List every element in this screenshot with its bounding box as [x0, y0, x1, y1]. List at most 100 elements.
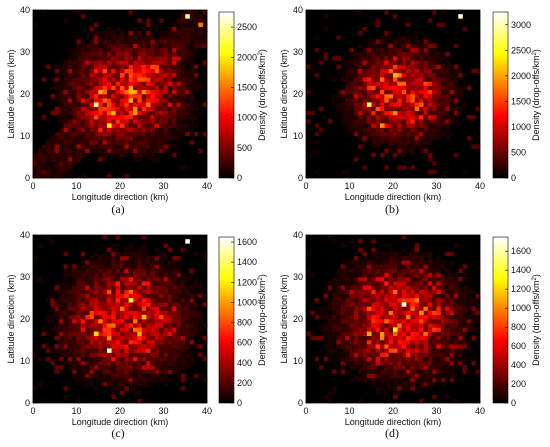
heat-cell: [180, 127, 186, 133]
heat-cell: [133, 306, 138, 311]
heat-cell: [423, 272, 429, 278]
heat-cell: [462, 335, 468, 341]
heat-cell: [401, 52, 407, 57]
heat-cell: [353, 344, 359, 349]
heat-cell: [393, 361, 398, 366]
heat-cell: [180, 39, 186, 44]
heat-cell: [102, 373, 108, 379]
heat-cell: [80, 98, 86, 103]
heat-cell: [436, 314, 442, 320]
heat-cell: [193, 14, 199, 19]
heat-cell: [453, 272, 459, 278]
heat-cell: [345, 60, 350, 65]
heat-cell: [185, 123, 190, 128]
heat-cell: [115, 144, 121, 149]
heat-cell: [410, 140, 415, 145]
heat-cell: [76, 352, 82, 358]
heat-cell: [340, 89, 346, 95]
heat-cell: [397, 47, 402, 53]
heat-cell: [133, 68, 138, 74]
heat-cell: [93, 60, 99, 65]
heat-cell: [366, 314, 372, 320]
heat-cell: [189, 52, 195, 57]
heat-cell: [150, 356, 156, 362]
heat-cell: [366, 323, 372, 328]
heat-cell: [89, 306, 95, 311]
heat-cell: [375, 314, 381, 320]
heat-cell: [462, 289, 468, 295]
heat-cell: [89, 352, 95, 358]
heat-cell: [340, 264, 346, 269]
heat-cell: [85, 115, 90, 120]
heat-cell: [72, 123, 77, 128]
heat-cell: [427, 264, 433, 269]
heat-cell: [375, 323, 381, 328]
heat-cell: [159, 302, 164, 307]
heat-cell: [358, 64, 363, 70]
heat-cell: [106, 377, 112, 383]
heat-cell: [176, 348, 182, 353]
heat-cell: [46, 298, 51, 303]
heat-cell: [384, 148, 389, 154]
heat-cell: [185, 94, 190, 99]
heat-cell: [453, 356, 459, 362]
heat-cell: [414, 127, 420, 133]
heat-cell: [167, 31, 173, 36]
heat-cell: [159, 277, 164, 282]
heat-cell: [432, 94, 437, 99]
heat-cell: [167, 323, 173, 328]
heat-cell: [76, 157, 82, 162]
heat-cell: [146, 365, 151, 370]
heat-cell: [150, 310, 156, 316]
heat-cell: [185, 39, 190, 44]
heat-cell: [63, 335, 69, 341]
heat-cell: [393, 314, 398, 320]
heat-cell: [375, 289, 381, 295]
heat-cell: [466, 285, 472, 290]
heat-cell: [414, 331, 420, 337]
heat-cell: [33, 386, 38, 391]
heat-cell: [163, 293, 169, 299]
heat-cell: [401, 377, 407, 383]
heat-cell: [362, 365, 368, 370]
heat-cell: [41, 344, 47, 349]
heat-cell: [115, 281, 121, 286]
heat-cell: [76, 319, 82, 324]
hotspot-cell: [93, 102, 99, 107]
heat-cell: [146, 277, 151, 282]
heat-cell: [358, 310, 363, 316]
heat-cell: [375, 298, 381, 303]
heat-cell: [189, 110, 195, 116]
heat-cell: [336, 64, 342, 70]
heat-cell: [106, 365, 112, 370]
heat-cell: [185, 344, 190, 349]
heat-cell: [471, 306, 476, 311]
heat-cell: [124, 110, 129, 116]
heat-cell: [172, 260, 177, 265]
heat-cell: [146, 348, 151, 353]
heat-cell: [379, 340, 385, 345]
heat-cell: [146, 39, 151, 44]
heat-cell: [120, 136, 125, 141]
heat-cell: [388, 302, 394, 307]
heat-cell: [427, 361, 433, 366]
heat-cell: [406, 348, 411, 353]
heat-cell: [427, 260, 433, 265]
heat-cell: [59, 152, 64, 158]
heat-cell: [375, 60, 381, 65]
heat-cell: [401, 123, 407, 128]
heat-cell: [384, 81, 389, 86]
heat-cell: [93, 39, 99, 44]
heat-cell: [72, 323, 77, 328]
heat-cell: [306, 110, 311, 116]
heat-cell: [180, 319, 186, 324]
heat-cell: [150, 289, 156, 295]
heat-cell: [154, 327, 160, 332]
heat-cell: [67, 157, 73, 162]
heat-cell: [124, 94, 129, 99]
heat-cell: [427, 352, 433, 358]
heat-cell: [89, 268, 95, 274]
heat-cell: [432, 85, 437, 91]
heat-cell: [93, 110, 99, 116]
colorbar: [492, 11, 509, 179]
